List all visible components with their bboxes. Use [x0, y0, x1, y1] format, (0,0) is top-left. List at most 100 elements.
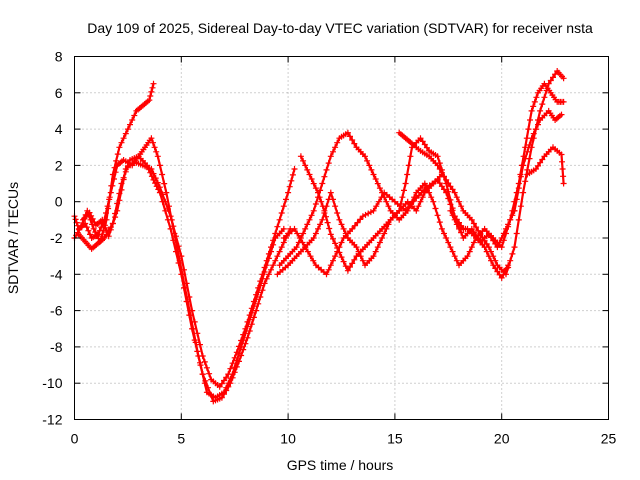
data-point — [560, 180, 567, 187]
data-point — [332, 203, 339, 210]
data-point — [413, 207, 420, 214]
data-point — [347, 264, 353, 270]
data-point — [89, 215, 96, 222]
data-point — [530, 103, 537, 110]
data-point — [233, 349, 240, 356]
data-point — [265, 250, 272, 257]
data-point — [404, 171, 411, 178]
data-point — [199, 353, 206, 359]
data-point — [349, 260, 356, 267]
data-point — [323, 213, 329, 220]
data-point — [183, 298, 190, 305]
data-point — [87, 231, 93, 238]
data-point — [344, 267, 351, 274]
data-point — [167, 213, 174, 220]
data-point — [178, 271, 185, 278]
data-point — [409, 198, 415, 205]
data-point — [253, 291, 260, 298]
data-point — [181, 284, 187, 291]
data-point — [154, 179, 161, 186]
data-point — [423, 185, 430, 192]
data-point — [528, 135, 535, 142]
data-point — [366, 162, 373, 169]
x-tick-label: 25 — [601, 431, 617, 447]
y-tick-label: -6 — [50, 303, 63, 319]
data-point — [154, 153, 161, 160]
data-point — [304, 166, 311, 173]
data-point — [150, 139, 156, 146]
data-point — [338, 221, 345, 228]
data-point — [332, 253, 339, 260]
data-point — [312, 185, 319, 192]
data-point — [113, 157, 120, 164]
data-point — [336, 216, 343, 223]
data-point — [530, 130, 537, 137]
data-point — [445, 188, 452, 195]
data-point — [560, 75, 567, 82]
data-point — [99, 216, 106, 223]
data-point — [520, 162, 527, 169]
data-point — [147, 93, 154, 99]
data-point — [156, 184, 163, 191]
data-point — [250, 314, 257, 321]
data-point — [114, 151, 121, 158]
data-point — [306, 171, 313, 178]
data-point — [153, 148, 160, 155]
data-point — [368, 166, 375, 173]
data-point — [96, 227, 103, 234]
grid — [74, 56, 609, 420]
data-point — [525, 126, 532, 133]
data-point — [148, 166, 155, 172]
data-point — [470, 239, 477, 246]
data-point — [90, 225, 97, 232]
data-point — [302, 162, 309, 169]
data-point — [447, 183, 454, 190]
data-point — [164, 206, 171, 212]
data-point — [297, 235, 304, 241]
data-point — [223, 374, 230, 381]
data-point — [560, 173, 567, 180]
data-point — [374, 180, 381, 187]
data-point — [327, 231, 334, 238]
data-point — [109, 182, 116, 189]
data-point — [441, 173, 447, 180]
data-point — [325, 266, 332, 273]
data-point — [246, 312, 253, 319]
data-point — [268, 266, 274, 273]
data-point — [233, 363, 240, 370]
data-point — [146, 97, 153, 104]
data-point — [189, 325, 195, 332]
data-point — [379, 235, 386, 241]
y-tick-label: 8 — [55, 49, 63, 65]
data-point — [473, 224, 480, 231]
data-point — [118, 139, 125, 146]
data-point — [330, 148, 336, 155]
data-point — [436, 166, 443, 172]
data-point — [332, 240, 339, 247]
data-point — [535, 121, 541, 128]
data-point — [286, 183, 293, 190]
data-point — [379, 189, 386, 196]
data-point — [500, 237, 507, 244]
data-point — [436, 219, 443, 226]
data-point — [338, 254, 345, 261]
data-point — [479, 234, 486, 241]
data-point — [159, 191, 166, 198]
data-point — [430, 198, 437, 205]
data-point — [274, 223, 281, 230]
data-point — [259, 287, 266, 294]
data-point — [107, 226, 114, 233]
x-tick-label: 0 — [71, 431, 79, 447]
data-point — [203, 364, 210, 371]
data-point — [231, 354, 238, 361]
data-point — [272, 257, 279, 264]
data-point — [150, 80, 157, 87]
data-point — [324, 219, 331, 226]
data-point — [336, 249, 343, 256]
data-point — [257, 294, 264, 300]
data-point — [272, 230, 279, 237]
data-point — [300, 230, 307, 237]
data-point — [225, 371, 232, 378]
data-point — [156, 162, 163, 169]
data-point — [419, 138, 426, 145]
